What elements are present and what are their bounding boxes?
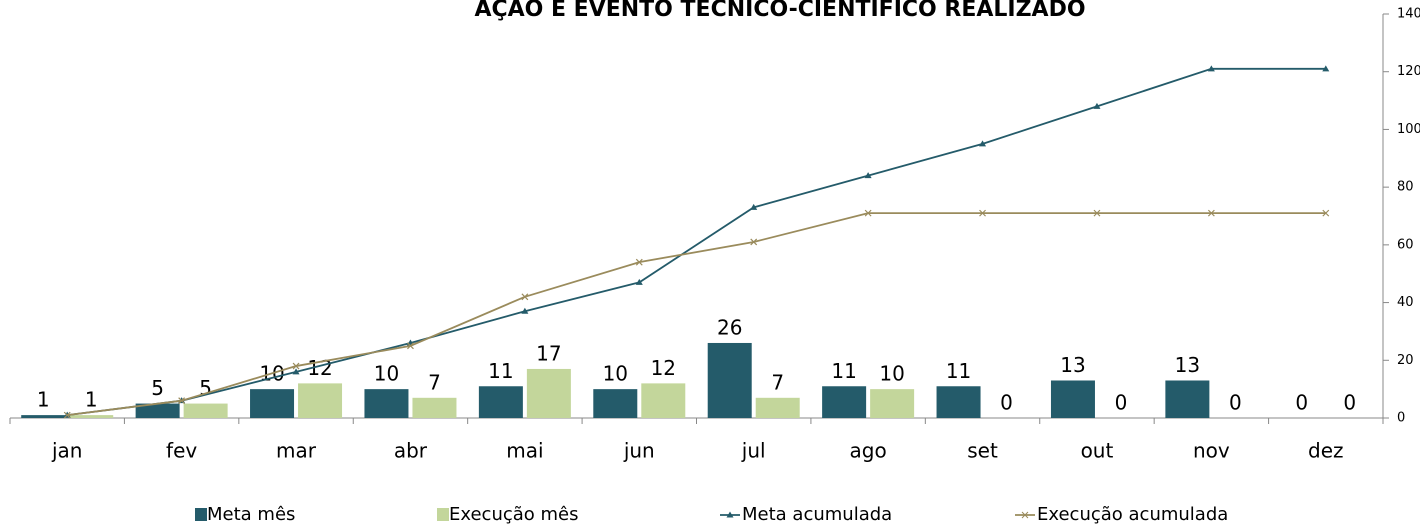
data-label: 7 [771,370,784,394]
y-tick-label: 140 [1397,7,1420,22]
line-marker [1093,102,1101,109]
bar [298,383,343,418]
line-marker [1322,209,1330,217]
x-tick-label: dez [1308,439,1344,463]
line-marker [750,203,758,210]
bar [364,389,409,418]
legend-swatch [195,508,207,521]
line-marker [635,278,643,285]
data-label: 11 [488,359,513,383]
line-marker [292,362,300,370]
line-marker [178,397,186,405]
y-tick-label: 100 [1397,122,1420,137]
bar [1165,380,1210,418]
data-label: 10 [374,362,399,386]
y-tick-label: 120 [1397,64,1420,79]
x-tick-label: out [1081,439,1114,463]
y-tick-label: 0 [1397,411,1405,426]
y-tick-label: 80 [1397,180,1414,195]
line-marker [521,307,529,314]
bar [69,415,114,418]
x-tick-label: fev [166,439,197,463]
line-marker [63,411,71,419]
data-label: 5 [151,376,164,400]
line [67,67,1326,417]
bar [822,386,867,418]
x-tick-label: jan [51,439,83,463]
bar [183,403,228,418]
legend-label: Execução acumulada [1037,504,1228,525]
data-label: 0 [1295,391,1308,415]
y-tick-label: 20 [1397,353,1414,368]
line-marker [979,209,986,217]
bar [707,342,752,418]
data-label: 17 [536,341,561,365]
x-tick-label: set [967,439,998,463]
legend-marker [1021,511,1029,519]
data-label: 0 [1343,391,1356,415]
data-label: 12 [651,356,676,380]
bar [135,403,180,418]
x-tick-label: ago [850,439,887,463]
bar [755,397,800,418]
data-label: 1 [37,388,50,412]
bar [21,415,66,418]
bar [870,389,915,418]
line-marker [864,172,872,179]
line-marker [407,342,414,350]
line-marker [1322,65,1330,72]
legend-label: Meta acumulada [742,504,892,525]
x-tick-label: jul [741,439,766,463]
bar [526,368,571,418]
line-marker [521,293,529,301]
bar [593,389,638,418]
x-tick-label: jun [623,439,655,463]
bar [478,386,523,418]
y-tick-label: 60 [1397,237,1414,252]
line-marker [979,140,987,147]
x-tick-label: nov [1193,439,1230,463]
data-label: 26 [717,315,742,339]
bar [641,383,686,418]
bar [250,389,295,418]
line-marker [1093,209,1101,217]
bar [412,397,457,418]
line-marker [635,258,643,266]
bar [1050,380,1095,418]
legend-marker [726,511,734,518]
data-label: 13 [1175,353,1200,377]
line-marker [1207,65,1215,72]
data-label: 11 [946,359,971,383]
legend-label: Execução mês [449,504,579,525]
bar [936,386,981,418]
line-marker [750,238,758,246]
legend-swatch [437,508,449,521]
x-tick-label: abr [394,439,428,463]
data-label: 11 [831,359,856,383]
data-label: 0 [1000,391,1013,415]
line-marker [864,209,872,217]
x-tick-label: mar [276,439,317,463]
data-label: 13 [1060,353,1085,377]
chart-title: AÇÃO E EVENTO TÉCNICO-CIENTÍFICO REALIZA… [474,0,1085,22]
data-label: 10 [603,362,628,386]
y-tick-label: 40 [1397,295,1414,310]
data-label: 1 [85,388,98,412]
data-label: 10 [879,362,904,386]
line [67,212,1326,417]
x-tick-label: mai [506,439,543,463]
legend-label: Meta mês [207,504,295,525]
data-label: 0 [1229,391,1242,415]
data-label: 0 [1115,391,1128,415]
line-marker [292,368,300,375]
data-label: 7 [428,370,441,394]
line-marker [1207,209,1215,217]
